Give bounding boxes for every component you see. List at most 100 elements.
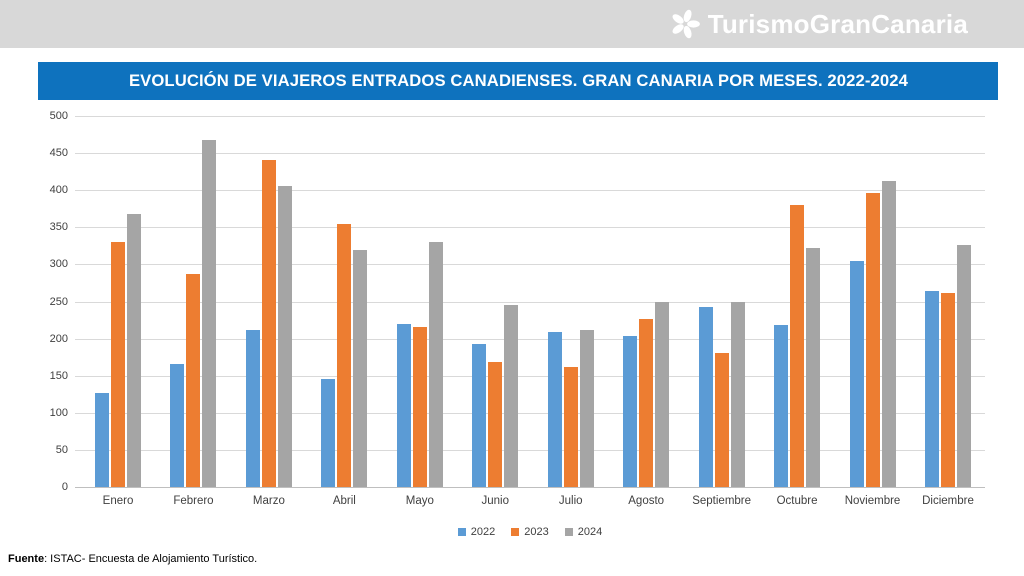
x-axis-label-mayo: Mayo	[405, 495, 434, 507]
bar-2023-diciembre	[941, 293, 955, 487]
pinwheel-logo-icon	[672, 9, 700, 39]
bar-2024-abril	[353, 250, 368, 487]
bar-2023-septiembre	[714, 353, 729, 487]
x-axis-label-octubre: Octubre	[776, 495, 818, 507]
bar-group-julio	[547, 116, 594, 487]
legend-item-2023: 2023	[511, 526, 549, 538]
bar-2022-febrero	[170, 364, 185, 487]
x-axis-label-abril: Abril	[332, 495, 356, 507]
gridline	[75, 153, 985, 155]
bar-group-febrero	[170, 116, 217, 487]
bar-2023-octubre	[790, 205, 805, 487]
x-axis-label-diciembre: Diciembre	[922, 495, 974, 507]
bar-2022-octubre	[774, 325, 789, 487]
y-axis-tick-label: 400	[49, 184, 68, 197]
source-text: : ISTAC- Encuesta de Alojamiento Turísti…	[44, 553, 258, 565]
y-axis-tick-label: 200	[49, 332, 68, 345]
chart-title-banner: EVOLUCIÓN DE VIAJEROS ENTRADOS CANADIENS…	[38, 62, 998, 100]
bar-2022-julio	[547, 332, 562, 487]
bar-group-octubre	[774, 116, 821, 487]
gridline	[75, 338, 985, 340]
y-axis-tick-label: 150	[49, 369, 68, 382]
x-axis-label-noviembre: Noviembre	[844, 495, 901, 507]
bar-2023-enero	[111, 242, 125, 487]
bar-2022-enero	[95, 393, 109, 487]
bar-2022-junio	[472, 344, 487, 487]
bar-group-diciembre	[925, 116, 971, 487]
bar-2023-junio	[488, 362, 503, 487]
bar-2022-diciembre	[925, 291, 939, 487]
x-axis-label-marzo: Marzo	[252, 495, 285, 507]
x-axis-label-febrero: Febrero	[173, 495, 214, 507]
bar-2024-enero	[127, 214, 141, 487]
bar-2024-agosto	[655, 302, 670, 487]
bar-2022-mayo	[396, 324, 411, 487]
source-label: Fuente	[8, 553, 45, 565]
bar-2024-septiembre	[730, 302, 745, 487]
y-axis-tick-label: 100	[49, 406, 68, 419]
legend-swatch-2023	[511, 528, 520, 536]
bar-2023-julio	[563, 367, 578, 487]
x-axis-label-enero: Enero	[102, 495, 134, 507]
bar-group-junio	[472, 116, 519, 487]
bar-2022-noviembre	[849, 261, 864, 487]
y-axis-tick-label: 250	[49, 295, 68, 308]
y-axis-tick-label: 50	[55, 443, 68, 456]
bar-2024-octubre	[806, 248, 821, 487]
turismo-gran-canaria-logo: TurismoGranCanaria	[668, 0, 968, 48]
legend-label-2022: 2022	[470, 526, 496, 538]
source-note: Fuente: ISTAC- Encuesta de Alojamiento T…	[8, 553, 257, 565]
y-axis-tick-label: 0	[61, 481, 68, 493]
bar-group-marzo	[245, 116, 292, 487]
y-axis-tick-label: 350	[49, 221, 68, 234]
gridline	[75, 190, 985, 192]
x-axis-label-junio: Junio	[481, 495, 510, 507]
chart-legend: 2022 2023 2024	[75, 524, 985, 540]
gridline	[75, 227, 985, 229]
bar-2022-septiembre	[698, 307, 713, 487]
gridline	[75, 375, 985, 377]
bar-2023-marzo	[261, 160, 276, 487]
bar-2024-marzo	[277, 186, 292, 487]
x-axis-label-agosto: Agosto	[628, 495, 665, 507]
logo-text: TurismoGranCanaria	[707, 8, 968, 39]
bar-2022-abril	[321, 379, 336, 487]
legend-label-2024: 2024	[577, 526, 603, 538]
x-axis-label-septiembre: Septiembre	[692, 495, 752, 507]
bar-2022-agosto	[623, 336, 638, 487]
bar-group-enero	[95, 116, 141, 487]
bar-2023-mayo	[412, 327, 427, 487]
gridline	[75, 412, 985, 414]
bar-2024-julio	[579, 330, 594, 487]
gridline	[75, 449, 985, 451]
bar-2023-agosto	[639, 319, 654, 487]
bar-2023-abril	[337, 224, 352, 487]
y-axis-tick-label: 500	[49, 110, 68, 122]
legend-label-2023: 2023	[524, 526, 549, 538]
bar-2024-febrero	[202, 140, 217, 487]
bar-2024-junio	[504, 305, 519, 487]
bar-2023-febrero	[186, 274, 201, 487]
bar-group-septiembre	[698, 116, 745, 487]
bar-group-abril	[321, 116, 368, 487]
legend-swatch-2022	[457, 528, 466, 536]
legend-swatch-2024	[564, 528, 573, 536]
y-axis-tick-label: 300	[49, 258, 68, 271]
bar-2022-marzo	[245, 330, 260, 487]
y-axis-tick-label: 450	[49, 147, 68, 160]
bar-group-noviembre	[849, 116, 896, 487]
bar-2024-noviembre	[881, 181, 896, 487]
x-axis-line	[75, 487, 985, 488]
legend-item-2024: 2024	[564, 526, 603, 538]
chart-title: EVOLUCIÓN DE VIAJEROS ENTRADOS CANADIENS…	[128, 71, 908, 90]
bar-group-agosto	[623, 116, 670, 487]
bar-2024-diciembre	[957, 245, 971, 487]
gridline	[75, 116, 985, 117]
legend-item-2022: 2022	[457, 526, 496, 538]
gridline	[75, 301, 985, 303]
bar-2023-noviembre	[865, 193, 880, 487]
bar-group-mayo	[396, 116, 443, 487]
bar-2024-mayo	[428, 242, 443, 487]
top-header-bar: TurismoGranCanaria	[0, 0, 1024, 48]
